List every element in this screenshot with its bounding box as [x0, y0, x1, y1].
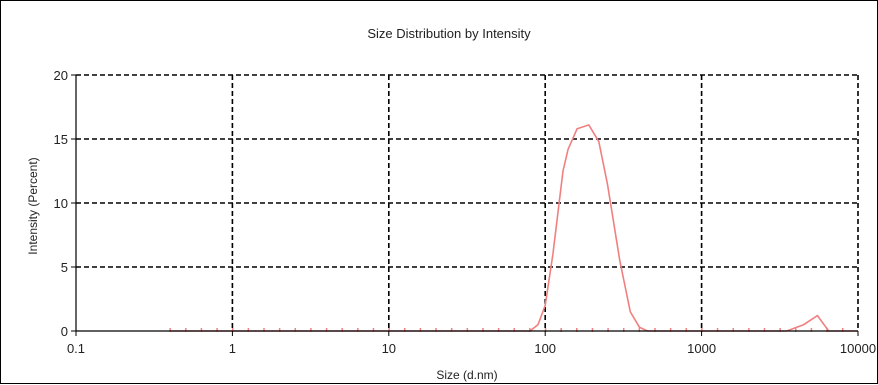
grid-lines [76, 74, 859, 331]
series-line [170, 123, 858, 332]
data-layer [169, 123, 858, 332]
y-tick-label: 5 [61, 260, 68, 275]
tick-labels: 0.1 1 10 100 1000 10000 0 5 10 15 20 [54, 68, 877, 356]
y-tick-label: 15 [54, 132, 68, 147]
axes [71, 74, 859, 336]
chart-title: Size Distribution by Intensity [367, 26, 531, 41]
x-tick-label: 100 [534, 341, 556, 356]
y-axis-label: Intensity (Percent) [26, 157, 40, 254]
y-tick-label: 10 [54, 196, 68, 211]
x-tick-label: 0.1 [67, 341, 85, 356]
x-axis-label: Size (d.nm) [436, 368, 497, 382]
x-tick-label: 1000 [687, 341, 716, 356]
x-tick-label: 1 [229, 341, 236, 356]
y-tick-label: 0 [61, 324, 68, 339]
y-tick-label: 20 [54, 68, 68, 83]
x-tick-label: 10 [382, 341, 396, 356]
x-tick-label: 10000 [840, 341, 876, 356]
